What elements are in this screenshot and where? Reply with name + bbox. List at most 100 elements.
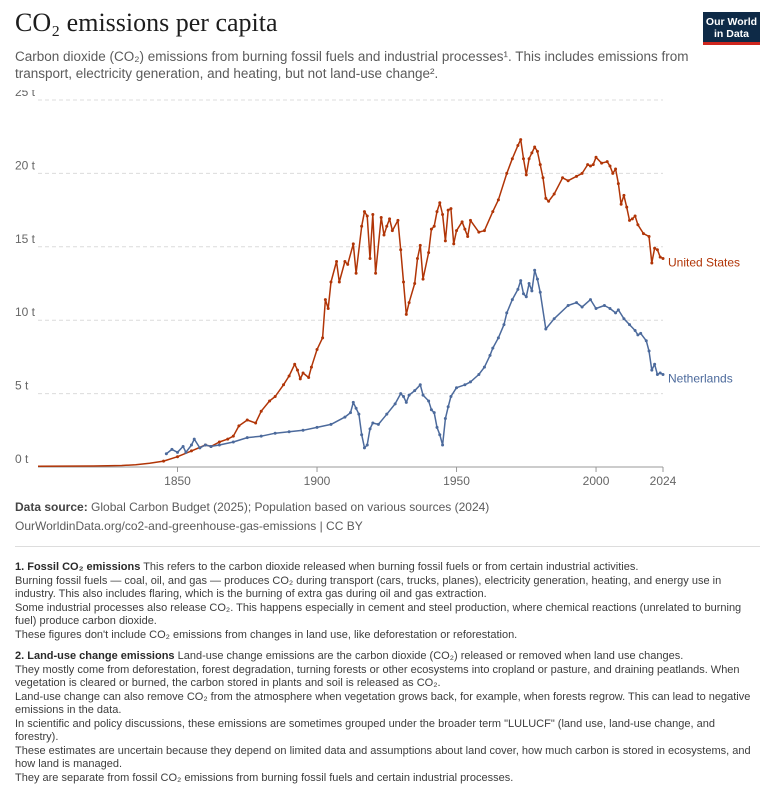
data-point: [371, 421, 375, 425]
data-point: [658, 255, 662, 259]
data-point: [491, 210, 495, 214]
data-point: [309, 365, 313, 369]
data-source-text: Global Carbon Budget (2025); Population …: [91, 500, 490, 514]
data-point: [614, 167, 618, 171]
data-point: [443, 417, 447, 421]
note-2-p2: They mostly come from deforestation, for…: [15, 663, 740, 690]
data-point: [337, 280, 341, 284]
data-point: [371, 213, 375, 217]
source-url[interactable]: OurWorldinData.org/co2-and-greenhouse-ga…: [15, 519, 363, 533]
data-point: [404, 400, 408, 404]
data-point: [402, 280, 406, 284]
data-point: [273, 395, 277, 399]
data-point: [630, 217, 634, 221]
data-point: [357, 412, 361, 416]
data-point: [399, 392, 403, 396]
data-point: [293, 362, 297, 366]
data-point: [622, 193, 626, 197]
data-point: [491, 346, 495, 350]
data-point: [343, 415, 347, 419]
data-point: [427, 399, 431, 403]
data-point: [524, 173, 528, 177]
data-point: [488, 353, 492, 357]
data-point: [413, 389, 417, 393]
data-point: [362, 210, 366, 214]
series-labels: United States Netherlands: [668, 256, 740, 386]
series-line-united-states[interactable]: [37, 138, 664, 468]
note-1-p4: These figures don't include CO₂ emission…: [15, 628, 518, 641]
data-point: [354, 271, 358, 275]
note-1-p2: Burning fossil fuels — coal, oil, and ga…: [15, 574, 722, 601]
data-point: [449, 207, 453, 211]
data-point: [510, 157, 514, 161]
data-point: [346, 262, 350, 266]
y-tick-label: 15 t: [15, 232, 36, 246]
data-point: [588, 164, 592, 168]
data-point: [329, 280, 333, 284]
data-point: [429, 227, 433, 231]
data-source-label: Data source:: [15, 500, 88, 514]
data-point: [379, 215, 383, 219]
data-point: [608, 306, 612, 310]
note-2-title: 2. Land-use change emissions: [15, 650, 175, 662]
series-line-netherlands[interactable]: [165, 269, 664, 455]
data-point: [655, 373, 659, 377]
data-point: [435, 425, 439, 429]
data-point: [588, 298, 592, 302]
data-point: [402, 395, 406, 399]
data-point: [287, 374, 291, 378]
data-point: [636, 333, 640, 337]
series-label-united-states: United States: [668, 256, 740, 270]
x-tick-label: 2000: [583, 474, 610, 488]
data-point: [580, 305, 584, 309]
data-point: [176, 450, 180, 454]
data-point: [335, 259, 339, 263]
data-point: [209, 444, 213, 448]
data-point: [360, 433, 364, 437]
data-point: [477, 230, 481, 234]
data-point: [421, 393, 425, 397]
data-point: [566, 304, 570, 308]
data-point: [231, 434, 235, 438]
data-point: [181, 444, 185, 448]
data-point: [360, 224, 364, 228]
y-tick-label: 20 t: [15, 158, 36, 172]
data-point: [641, 232, 645, 236]
data-point: [552, 192, 556, 196]
data-point: [541, 176, 545, 180]
data-point: [388, 217, 392, 221]
data-point: [399, 248, 403, 252]
data-point: [661, 373, 665, 377]
data-point: [482, 229, 486, 233]
data-point: [575, 301, 579, 305]
logo-line-1: Our World: [705, 16, 758, 28]
data-point: [628, 323, 632, 327]
data-point: [184, 450, 188, 454]
data-point: [189, 443, 193, 447]
data-point: [259, 409, 263, 413]
data-point: [516, 144, 520, 148]
data-point: [435, 210, 439, 214]
note-2-lead-paragraph: 2. Land-use change emissions Land-use ch…: [15, 650, 760, 664]
data-point: [628, 218, 632, 222]
data-point: [418, 243, 422, 247]
note-1-p3: Some industrial processes also release C…: [15, 601, 742, 628]
data-point: [633, 328, 637, 332]
x-axis-ticks: 1850 1900 1950 2000 2024: [164, 467, 677, 488]
data-point: [343, 259, 347, 263]
data-point: [538, 290, 542, 294]
data-point: [614, 311, 618, 315]
data-point: [198, 446, 202, 450]
note-1-lead-paragraph: 1. Fossil CO₂ emissions This refers to t…: [15, 561, 760, 575]
data-point: [468, 218, 472, 222]
owid-logo[interactable]: Our World in Data: [703, 12, 760, 45]
data-point: [524, 295, 528, 299]
data-point: [326, 306, 330, 310]
note-1-title: 1. Fossil CO₂ emissions: [15, 561, 141, 573]
data-point: [466, 235, 470, 239]
data-point: [521, 157, 525, 161]
data-point: [639, 331, 643, 335]
data-point: [496, 198, 500, 202]
data-point: [438, 433, 442, 437]
data-point: [521, 292, 525, 296]
